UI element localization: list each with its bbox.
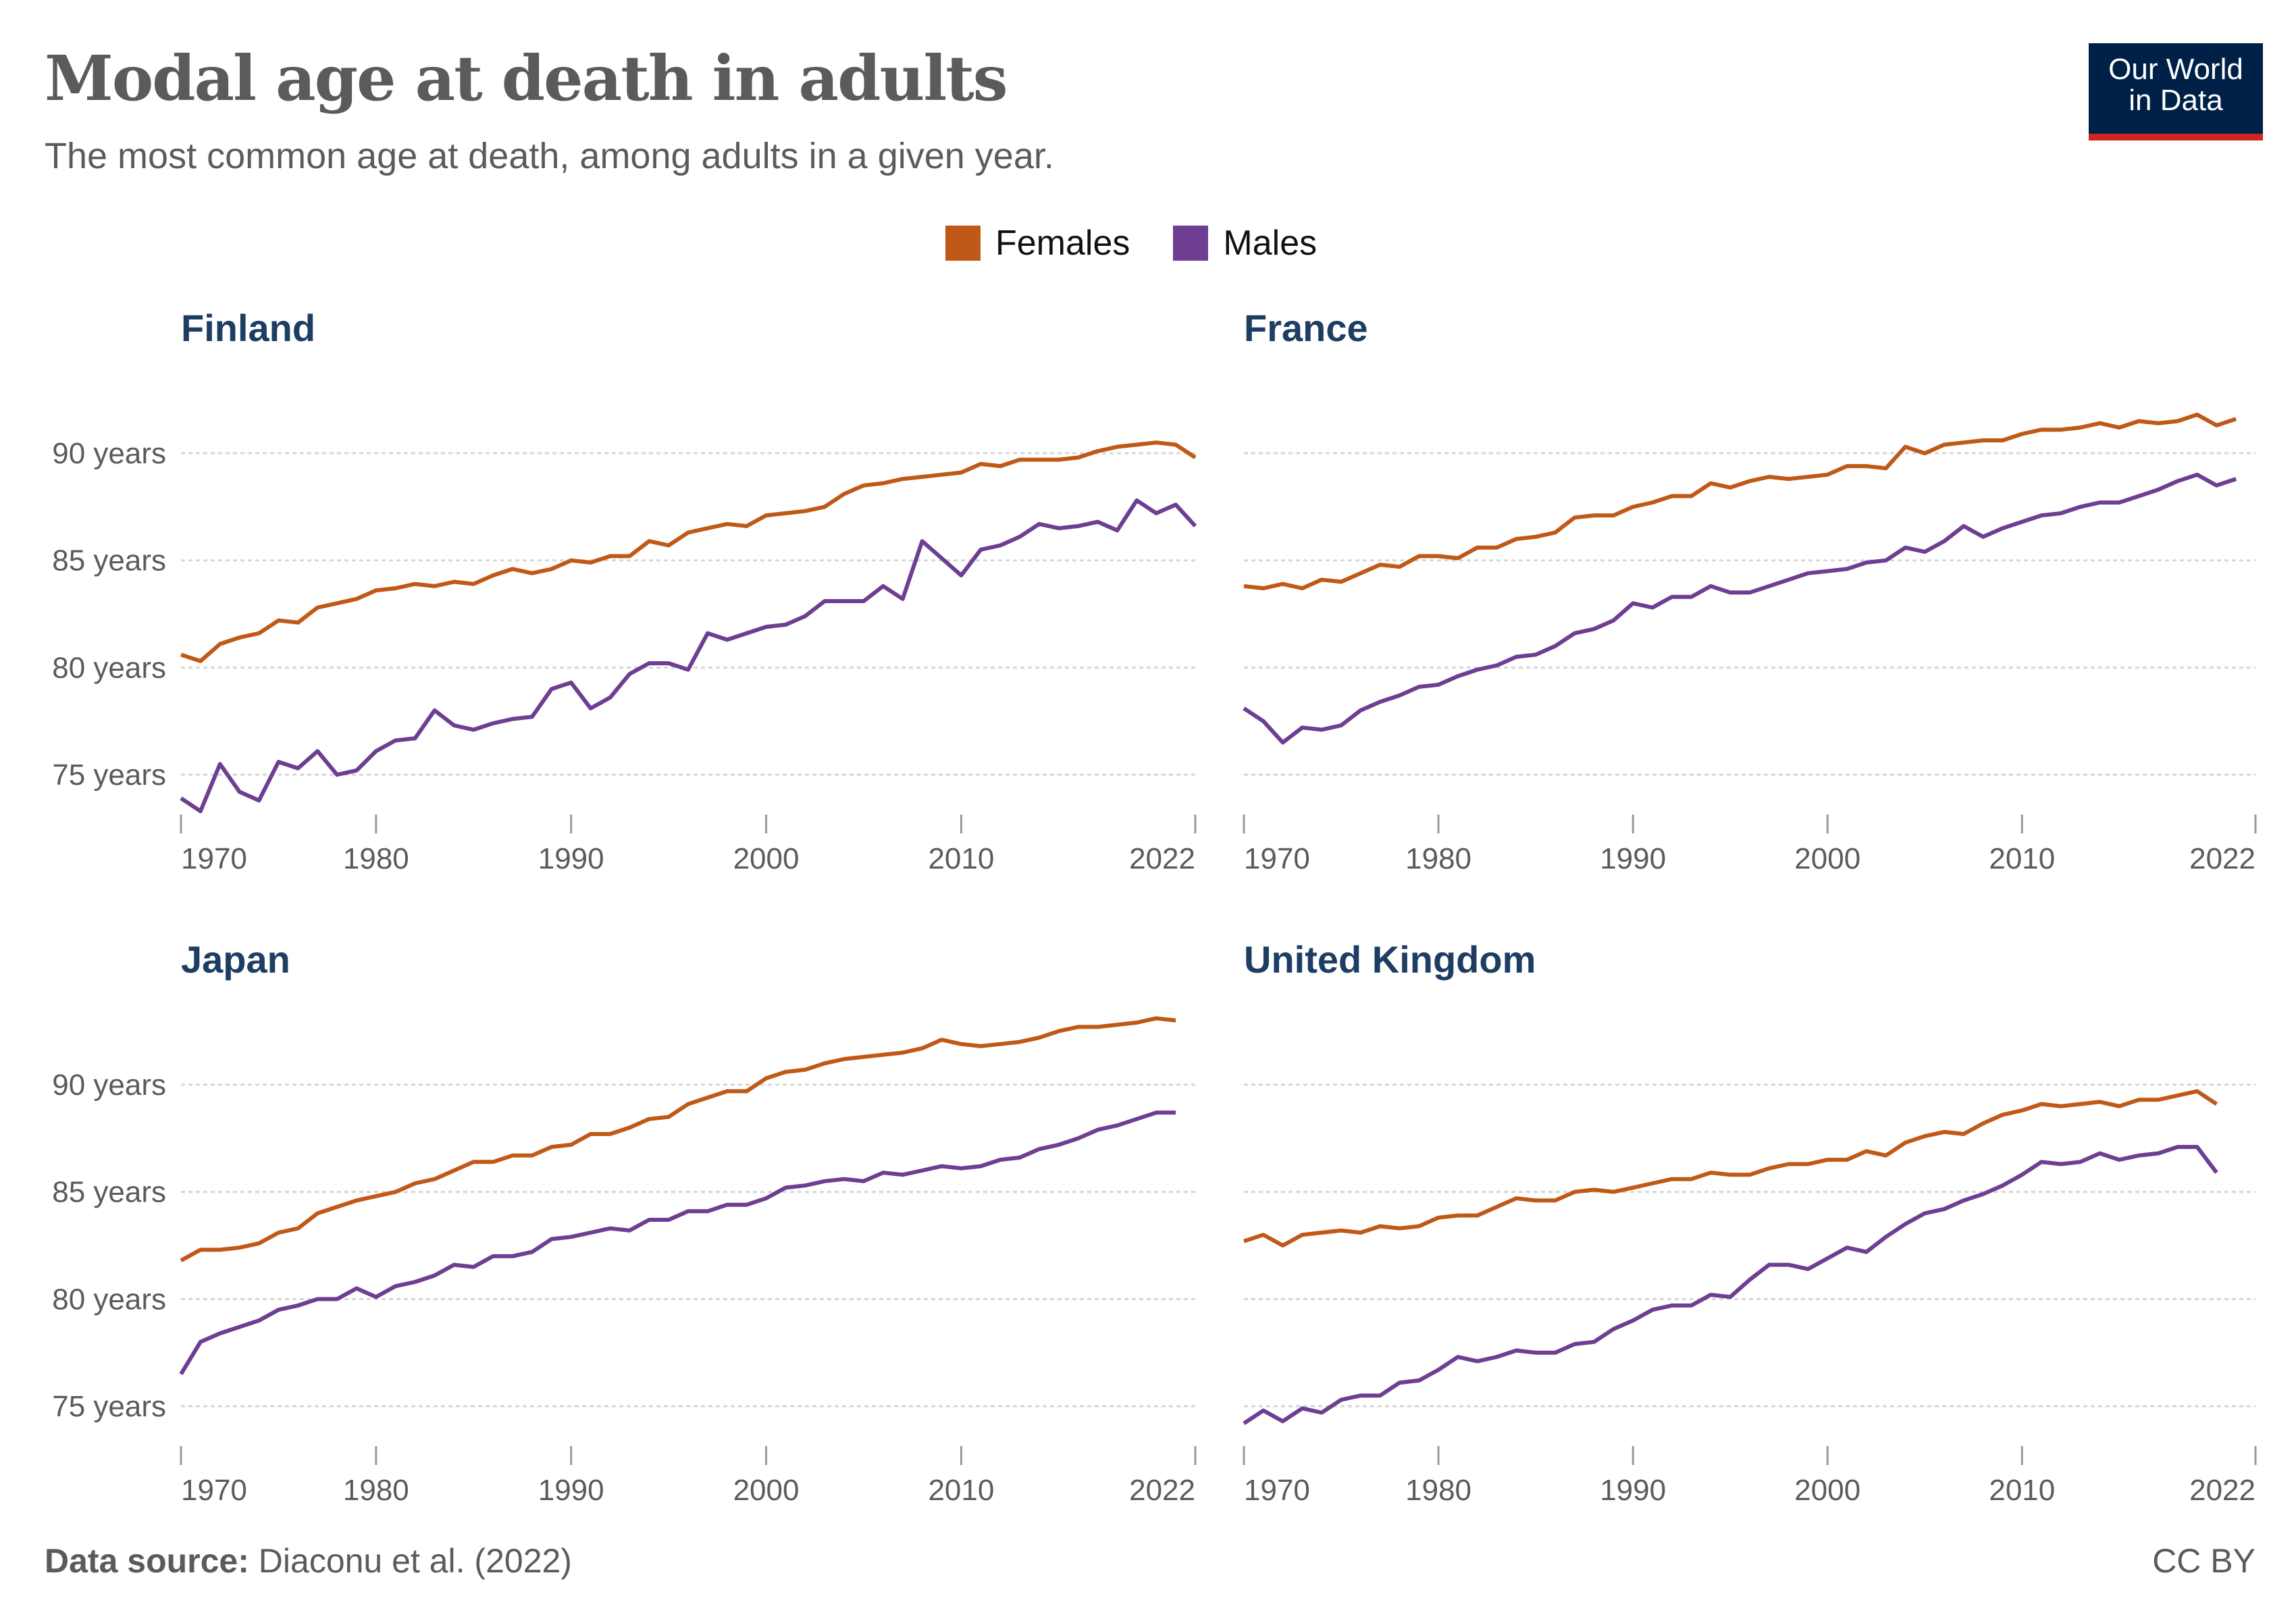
logo-line-2: in Data — [2129, 84, 2223, 117]
panel-title: Finland — [181, 307, 315, 349]
panel-japan: Japan 75 years 80 years 85 years 90 years 197… — [52, 938, 1197, 1507]
y-tick-label: 85 years — [52, 1176, 166, 1209]
series-line-males — [180, 498, 1197, 813]
legend-label-males: Males — [1223, 224, 1317, 263]
panel-united-kingdom: United Kingdom 1970 1980 1990 2000 2010 2022 — [1243, 938, 2257, 1507]
x-tick-label: 2022 — [1129, 1474, 1195, 1507]
series-line-females — [1243, 412, 2237, 590]
x-tick-label: 2022 — [1129, 842, 1195, 875]
x-tick-label: 2022 — [2189, 1474, 2255, 1507]
legend-item-males[interactable]: Males — [1173, 223, 1317, 263]
y-tick-label: 80 years — [52, 1283, 166, 1316]
license[interactable]: CC BY — [2152, 1542, 2255, 1580]
x-tick-label: 2000 — [733, 842, 800, 875]
owid-logo[interactable]: Our World in Data — [2089, 43, 2263, 140]
x-tick-label: 2010 — [1989, 1474, 2055, 1507]
panel-france: France 1970 1980 1990 2000 2010 2022 — [1243, 307, 2257, 875]
x-tick-label: 2000 — [1794, 842, 1860, 875]
data-source-text[interactable]: Diaconu et al. (2022) — [258, 1542, 572, 1580]
data-source-label: Data source: — [45, 1542, 249, 1580]
x-tick-label: 1970 — [181, 1474, 247, 1507]
series-line-females — [180, 440, 1197, 663]
x-tick-label: 1970 — [181, 842, 247, 875]
x-tick-label: 2010 — [928, 842, 994, 875]
data-source: Data source: Diaconu et al. (2022) — [45, 1541, 572, 1580]
x-tick-label: 2022 — [2189, 842, 2255, 875]
panel-title: France — [1244, 307, 1368, 349]
series-line-males — [1243, 1145, 2218, 1425]
y-tick-label: 75 years — [52, 758, 166, 792]
x-tick-label: 1980 — [1405, 842, 1471, 875]
x-tick-label: 2000 — [733, 1474, 800, 1507]
series-line-males — [179, 1110, 1176, 1375]
series-line-males — [1243, 472, 2237, 745]
x-tick-label: 1980 — [343, 842, 409, 875]
x-tick-label: 1990 — [1600, 1474, 1666, 1507]
series-line-females — [180, 1016, 1176, 1262]
panel-finland: Finland 75 years 80 years 85 years 90 years 1… — [52, 307, 1197, 875]
y-tick-label: 90 years — [52, 1069, 166, 1102]
x-tick-label: 1990 — [538, 842, 604, 875]
y-tick-label: 90 years — [52, 437, 166, 470]
legend-label-females: Females — [995, 224, 1130, 263]
x-tick-label: 1980 — [1405, 1474, 1471, 1507]
logo-line-1: Our World — [2108, 53, 2243, 86]
x-tick-label: 2010 — [1989, 842, 2055, 875]
legend-swatch-females — [945, 226, 981, 261]
x-tick-label: 1990 — [538, 1474, 604, 1507]
legend: Females Males — [945, 223, 1317, 263]
x-tick-label: 1980 — [343, 1474, 409, 1507]
page-subtitle: The most common age at death, among adul… — [45, 136, 1054, 176]
series-line-females — [1243, 1089, 2218, 1247]
legend-swatch-males — [1173, 226, 1209, 261]
x-tick-label: 2000 — [1794, 1474, 1860, 1507]
x-tick-label: 1970 — [1244, 842, 1310, 875]
x-tick-label: 1990 — [1600, 842, 1666, 875]
legend-item-females[interactable]: Females — [945, 223, 1130, 263]
y-tick-label: 75 years — [52, 1390, 166, 1423]
x-tick-label: 1970 — [1244, 1474, 1310, 1507]
page-title: Modal age at death in adults — [45, 42, 1008, 115]
y-tick-label: 80 years — [52, 651, 166, 684]
y-tick-label: 85 years — [52, 544, 166, 577]
x-tick-label: 2010 — [928, 1474, 994, 1507]
panel-title: United Kingdom — [1244, 938, 1536, 981]
panel-title: Japan — [181, 938, 290, 981]
